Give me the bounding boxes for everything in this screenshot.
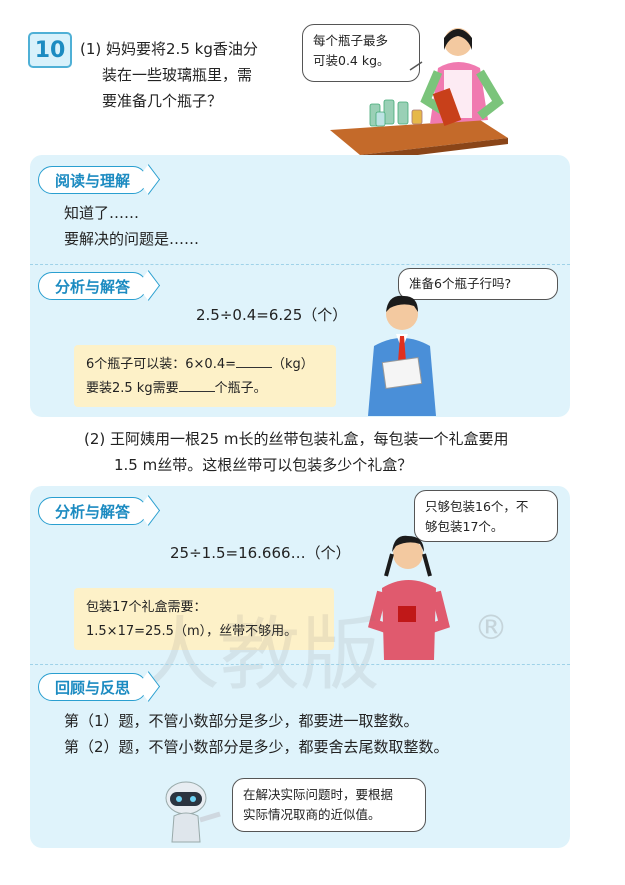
equation-2: 25÷1.5=16.666…（个） bbox=[170, 544, 351, 562]
check-line-1-suffix: （kg） bbox=[272, 357, 314, 372]
check-line-1-prefix: 6个瓶子可以装：6×0.4= bbox=[86, 357, 237, 372]
section-label-text: 分析与解答 bbox=[55, 502, 131, 521]
section-label-text: 阅读与理解 bbox=[55, 171, 131, 190]
read-text: 知道了…… 要解决的问题是…… bbox=[64, 200, 199, 252]
registered-mark: ® bbox=[474, 608, 508, 648]
answer-blank bbox=[178, 377, 215, 392]
check-line-2-suffix: 个瓶子。 bbox=[214, 381, 267, 396]
bubble-line: 实际情况取商的近似值。 bbox=[243, 807, 381, 822]
glass-bottles-icon bbox=[369, 99, 423, 127]
boy-speech-bubble: 准备6个瓶子行吗? bbox=[398, 268, 558, 300]
question-2: (2) 王阿姨用一根25 m长的丝带包装礼盒，每包装一个礼盒要用 1.5 m丝带… bbox=[84, 426, 604, 478]
read-line: 知道了…… bbox=[64, 204, 140, 222]
girl-speech-bubble: 只够包装16个，不 够包装17个。 bbox=[414, 490, 558, 542]
bubble-line: 在解决实际问题时，要根据 bbox=[243, 787, 394, 802]
section-label-analyze-1: 分析与解答 bbox=[38, 270, 161, 301]
check-line-2: 要装2.5 kg需要 个瓶子。 bbox=[86, 377, 324, 401]
question-2-line: 1.5 m丝带。这根丝带可以包装多少个礼盒？ bbox=[114, 456, 413, 474]
check-line: 包装17个礼盒需要： bbox=[86, 600, 207, 615]
section-label-read: 阅读与理解 bbox=[38, 164, 161, 195]
check-line: 1.5×17=25.5（m），丝带不够用。 bbox=[86, 624, 298, 639]
section-label-text: 回顾与反思 bbox=[55, 678, 131, 697]
equation-1: 2.5÷0.4=6.25（个） bbox=[196, 306, 348, 324]
robot-mascot-illustration bbox=[165, 781, 221, 843]
bubble-line: 够包装17个。 bbox=[425, 519, 504, 534]
robot-speech-bubble: 在解决实际问题时，要根据 实际情况取商的近似值。 bbox=[232, 778, 426, 832]
bubble-line: 每个瓶子最多 bbox=[313, 33, 389, 48]
review-line: 第（2）题，不管小数部分是多少，都要舍去尾数取整数。 bbox=[64, 738, 449, 756]
mother-speech-bubble: 每个瓶子最多 可装0.4 kg。 bbox=[302, 24, 420, 82]
section-divider bbox=[30, 664, 570, 665]
question-1-line: 要准备几个瓶子？ bbox=[102, 92, 223, 110]
check-line-2-prefix: 要装2.5 kg需要 bbox=[86, 381, 179, 396]
review-text: 第（1）题，不管小数部分是多少，都要进一取整数。 第（2）题，不管小数部分是多少… bbox=[64, 708, 564, 760]
section-label-analyze-2: 分析与解答 bbox=[38, 495, 161, 526]
question-2-line: (2) 王阿姨用一根25 m长的丝带包装礼盒，每包装一个礼盒要用 bbox=[84, 430, 509, 448]
check-line-1: 6个瓶子可以装：6×0.4= （kg） bbox=[86, 353, 324, 377]
problem-number-badge: 10 bbox=[28, 32, 72, 68]
section-label-review: 回顾与反思 bbox=[38, 671, 161, 702]
review-line: 第（1）题，不管小数部分是多少，都要进一取整数。 bbox=[64, 712, 419, 730]
girl-illustration bbox=[368, 535, 450, 660]
boy-illustration bbox=[368, 295, 436, 416]
publisher-watermark: 人教版 bbox=[140, 608, 380, 701]
bubble-line: 可装0.4 kg。 bbox=[313, 53, 390, 68]
read-line: 要解决的问题是…… bbox=[64, 230, 200, 248]
section-label-text: 分析与解答 bbox=[55, 277, 131, 296]
question-1: (1) 妈妈要将2.5 kg香油分 装在一些玻璃瓶里，需 要准备几个瓶子？ bbox=[80, 36, 320, 114]
check-note-box-1: 6个瓶子可以装：6×0.4= （kg） 要装2.5 kg需要 个瓶子。 bbox=[74, 345, 336, 407]
check-note-box-2: 包装17个礼盒需要： 1.5×17=25.5（m），丝带不够用。 bbox=[74, 588, 334, 650]
question-1-line: (1) 妈妈要将2.5 kg香油分 bbox=[80, 40, 258, 58]
question-1-line: 装在一些玻璃瓶里，需 bbox=[102, 66, 253, 84]
mother-illustration bbox=[330, 28, 508, 162]
answer-blank bbox=[236, 353, 273, 368]
bubble-line: 只够包装16个，不 bbox=[425, 499, 529, 514]
section-divider bbox=[30, 264, 570, 265]
